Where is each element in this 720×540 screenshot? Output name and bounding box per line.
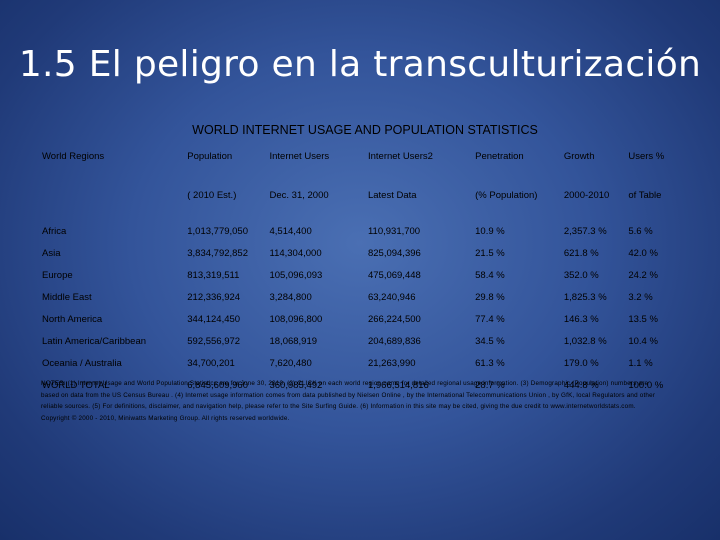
table-cell: 813,319,511 — [187, 269, 240, 281]
table-cell: 18,068,919 — [269, 335, 318, 347]
subheader-cell: ( 2010 Est.) — [187, 189, 237, 201]
table-cell: 2,357.3 % — [563, 225, 607, 237]
total-label: WORLD TOTAL — [42, 379, 110, 391]
table-cell: 592,556,972 — [187, 335, 241, 347]
table-cell: 825,094,396 — [367, 247, 421, 259]
table-cell: 146.3 % — [563, 313, 599, 325]
table-cell: 212,336,924 — [187, 291, 241, 303]
internet-stats-table: World Regions Population Internet Users … — [40, 142, 690, 396]
table-cell: 105,096,093 — [269, 269, 323, 281]
table-row: Africa 1,013,779,050 4,514,400 110,931,7… — [40, 220, 690, 242]
header-cell: Growth — [563, 150, 595, 162]
region-link[interactable]: Middle East — [42, 291, 92, 303]
table-notes: NOTES: (1) Internet Usage and World Popu… — [41, 378, 696, 424]
table-cell: 1.1 % — [628, 357, 653, 369]
table-row: North America 344,124,450 108,096,800 26… — [40, 308, 690, 330]
subheader-cell: Dec. 31, 2000 — [269, 189, 329, 201]
table-cell: 6,845,609,960 — [187, 379, 249, 391]
header-cell: Internet Users — [269, 150, 330, 162]
table-cell: 110,931,700 — [367, 225, 421, 237]
table-cell: 34.5 % — [475, 335, 505, 347]
header-cell: Internet Users2 — [367, 150, 433, 162]
table-cell: 58.4 % — [475, 269, 505, 281]
notes-line: reliable sources. (5) For definitions, d… — [41, 403, 636, 410]
header-cell: Population — [187, 150, 233, 162]
subheader-cell: Latest Data — [367, 189, 417, 201]
table-cell: 28.7 % — [475, 379, 505, 391]
table-cell: 63,240,946 — [367, 291, 416, 303]
subheader-cell: (% Population) — [475, 189, 538, 201]
subheader-cell — [40, 170, 185, 220]
table-cell: 444.8 % — [563, 379, 599, 391]
table-total-row: WORLD TOTAL 6,845,609,960 360,985,492 1,… — [40, 374, 690, 396]
table-cell: 34,700,201 — [187, 357, 235, 369]
table-header-row: World Regions Population Internet Users … — [40, 142, 690, 170]
table-cell: 4,514,400 — [269, 225, 312, 237]
region-link[interactable]: North America — [42, 313, 103, 325]
table-cell: 7,620,480 — [269, 357, 312, 369]
table-cell: 42.0 % — [628, 247, 658, 259]
table-row: Middle East 212,336,924 3,284,800 63,240… — [40, 286, 690, 308]
region-link[interactable]: Latin America/Caribbean — [42, 335, 147, 347]
table-cell: 352.0 % — [563, 269, 599, 281]
table-cell: 204,689,836 — [367, 335, 421, 347]
header-cell: Users % — [628, 150, 665, 162]
header-cell: World Regions — [42, 150, 105, 162]
table-cell: 360,985,492 — [269, 379, 323, 391]
table-cell: 100.0 % — [628, 379, 664, 391]
table-cell: 24.2 % — [628, 269, 658, 281]
table-cell: 475,069,448 — [367, 269, 421, 281]
table-cell: 10.4 % — [628, 335, 658, 347]
table-row: Oceania / Australia 34,700,201 7,620,480… — [40, 352, 690, 374]
table-row: Asia 3,834,792,852 114,304,000 825,094,3… — [40, 242, 690, 264]
table-cell: 621.8 % — [563, 247, 599, 259]
table-row: Europe 813,319,511 105,096,093 475,069,4… — [40, 264, 690, 286]
table-cell: 21.5 % — [475, 247, 505, 259]
table-cell: 13.5 % — [628, 313, 658, 325]
table-subheader-row: ( 2010 Est.) Dec. 31, 2000 Latest Data (… — [40, 170, 690, 220]
table-cell: 29.8 % — [475, 291, 505, 303]
header-cell: Penetration — [475, 150, 524, 162]
subheader-cell: of Table — [628, 189, 662, 201]
table-cell: 1,825.3 % — [563, 291, 607, 303]
region-link[interactable]: Oceania / Australia — [42, 357, 122, 369]
table-cell: 3,284,800 — [269, 291, 312, 303]
table-cell: 344,124,450 — [187, 313, 241, 325]
notes-line: Copyright © 2000 - 2010, Miniwatts Marke… — [41, 414, 290, 422]
table-cell: 1,966,514,816 — [367, 379, 429, 391]
table-cell: 61.3 % — [475, 357, 505, 369]
notes-line: based on data from the US Census Bureau … — [41, 391, 656, 399]
region-link[interactable]: Africa — [42, 225, 67, 237]
subheader-cell: 2000-2010 — [563, 189, 610, 201]
region-link[interactable]: Asia — [42, 247, 61, 259]
table-row: Latin America/Caribbean 592,556,972 18,0… — [40, 330, 690, 352]
table-cell: 114,304,000 — [269, 247, 322, 259]
table-cell: 77.4 % — [475, 313, 505, 325]
table-cell: 3.2 % — [628, 291, 653, 303]
table-cell: 3,834,792,852 — [187, 247, 249, 259]
table-cell: 21,263,990 — [367, 357, 416, 369]
table-cell: 108,096,800 — [269, 313, 323, 325]
table-cell: 1,013,779,050 — [187, 225, 249, 237]
table-cell: 10.9 % — [475, 225, 505, 237]
region-link[interactable]: Europe — [42, 269, 73, 281]
table-cell: 179.0 % — [563, 357, 599, 369]
notes-line: NOTES: (1) Internet Usage and World Popu… — [41, 380, 649, 387]
slide-title: 1.5 El peligro en la transculturización — [18, 44, 702, 85]
table-cell: 266,224,500 — [367, 313, 421, 325]
table-cell: 5.6 % — [628, 225, 653, 237]
table-title: WORLD INTERNET USAGE AND POPULATION STAT… — [192, 123, 538, 137]
table-cell: 1,032.8 % — [563, 335, 607, 347]
